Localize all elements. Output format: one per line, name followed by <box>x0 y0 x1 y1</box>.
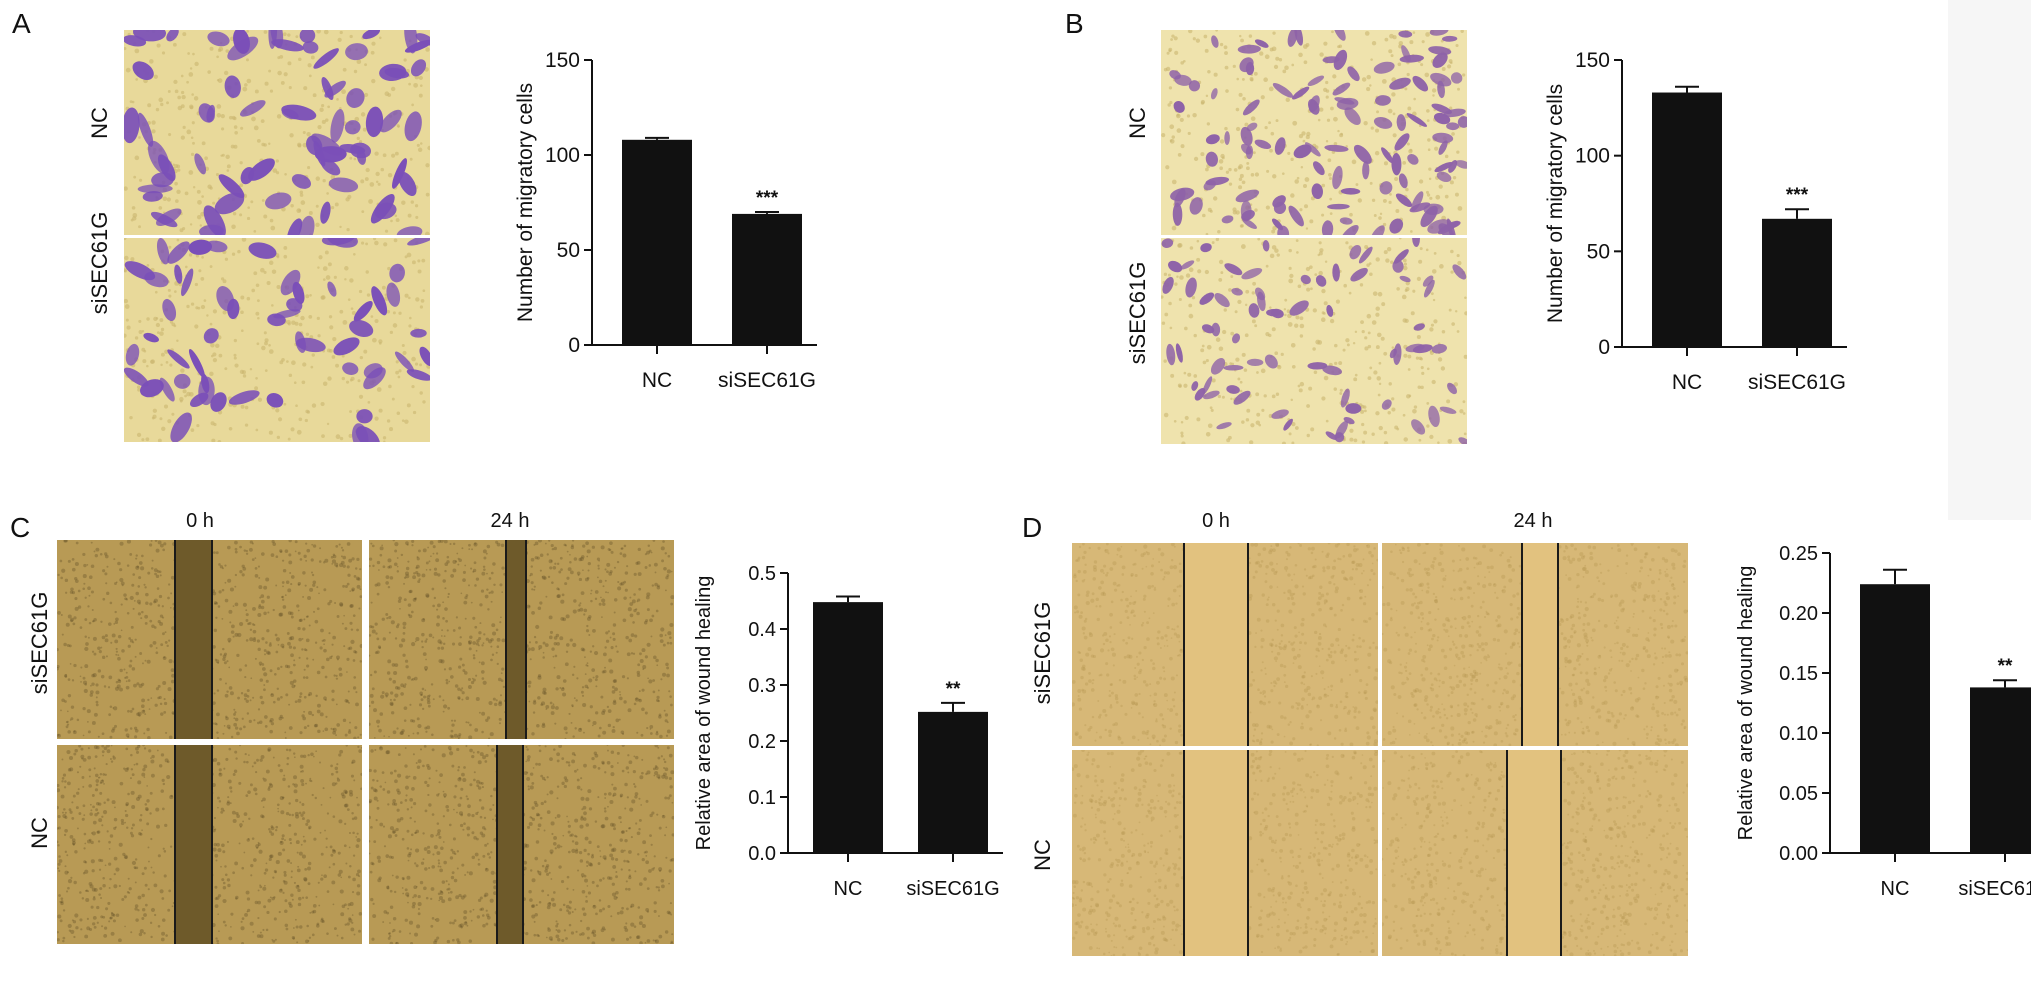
bar-c-0 <box>813 602 883 853</box>
wound-image-d-nc-24h <box>1382 750 1688 956</box>
row-label-d-nc: NC <box>1030 839 1055 871</box>
bar-c-1 <box>918 711 988 853</box>
panel-letter-c: C <box>10 512 31 543</box>
bar-a-1 <box>732 213 802 345</box>
x-tick-label-d-1: siSEC61G <box>1958 878 2031 900</box>
panel-letter-b: B <box>1065 8 1084 39</box>
y-tick-label-b-1: 50 <box>1587 240 1610 263</box>
x-tick-label-a-0: NC <box>642 369 672 392</box>
significance-c-1: ** <box>946 679 961 700</box>
row-label-b-nc: NC <box>1125 107 1150 139</box>
bar-chart-b: 0 50 100 150 Number of migratory cells NC siSE… <box>1544 49 1847 394</box>
row-label-c-sisec61g: siSEC61G <box>27 591 52 695</box>
micrograph-b-sisec61g <box>1161 238 1467 444</box>
y-tick-label-d-2: 0.10 <box>1779 723 1818 745</box>
bar-b-0 <box>1652 92 1722 347</box>
y-tick-label-d-5: 0.25 <box>1779 543 1818 565</box>
y-tick-label-d-4: 0.20 <box>1779 603 1818 625</box>
y-tick-label-b-3: 150 <box>1575 49 1610 72</box>
y-axis-label-c: Relative area of wound healing <box>693 576 715 851</box>
panel-letter-a: A <box>12 8 31 39</box>
time-label-c-0h: 0 h <box>186 510 214 532</box>
row-label-d-sisec61g: siSEC61G <box>1030 601 1055 705</box>
y-tick-label-a-2: 100 <box>545 144 580 167</box>
bar-chart-c: 0.0 0.1 0.2 0.3 0.4 0.5 Relative area of wound… <box>693 563 1003 900</box>
wound-image-c-sisec61g-0h <box>57 540 362 739</box>
y-axis-label-a: Number of migratory cells <box>514 83 537 322</box>
row-label-a-nc: NC <box>87 107 112 139</box>
row-label-b-sisec61g: siSEC61G <box>1125 261 1150 365</box>
y-tick-label-c-5: 0.5 <box>748 563 776 585</box>
wound-image-d-sisec61g-24h <box>1382 543 1688 746</box>
y-axis-label-b: Number of migratory cells <box>1544 84 1567 323</box>
time-label-c-24h: 24 h <box>490 510 530 532</box>
significance-b-1: *** <box>1786 185 1809 206</box>
y-tick-label-c-3: 0.3 <box>748 675 776 697</box>
y-tick-label-a-3: 150 <box>545 49 580 72</box>
x-tick-label-d-0: NC <box>1881 878 1910 900</box>
significance-a-1: *** <box>756 188 779 209</box>
wound-image-d-sisec61g-0h <box>1072 543 1378 746</box>
bar-a-0 <box>622 139 692 345</box>
wound-image-d-nc-0h <box>1072 750 1378 956</box>
significance-d-1: ** <box>1998 656 2013 677</box>
x-tick-label-c-1: siSEC61G <box>906 878 999 900</box>
bar-chart-a: 0 50 100 150 Number of migratory cells NC siSE… <box>514 49 817 392</box>
wound-image-c-nc-24h <box>369 745 674 944</box>
wound-image-c-sisec61g-24h <box>369 540 674 739</box>
y-tick-label-b-0: 0 <box>1598 336 1610 359</box>
y-tick-label-d-0: 0.00 <box>1779 843 1818 865</box>
time-label-d-0h: 0 h <box>1202 510 1230 532</box>
panel-letter-d: D <box>1022 512 1043 543</box>
bar-d-1 <box>1970 687 2031 853</box>
bar-b-1 <box>1762 218 1832 347</box>
y-tick-label-d-3: 0.15 <box>1779 663 1818 685</box>
x-tick-label-a-1: siSEC61G <box>718 369 816 392</box>
row-label-c-nc: NC <box>27 817 52 849</box>
time-label-d-24h: 24 h <box>1513 510 1553 532</box>
micrograph-a-nc <box>124 30 430 235</box>
y-tick-label-c-2: 0.2 <box>748 731 776 753</box>
micrograph-a-sisec61g <box>124 238 430 442</box>
bar-d-0 <box>1860 584 1930 853</box>
y-tick-label-b-2: 100 <box>1575 145 1610 168</box>
x-tick-label-b-1: siSEC61G <box>1748 371 1846 394</box>
wound-image-c-nc-0h <box>57 745 362 944</box>
y-tick-label-c-1: 0.1 <box>748 787 776 809</box>
x-tick-label-c-0: NC <box>834 878 863 900</box>
x-tick-label-b-0: NC <box>1672 371 1702 394</box>
y-tick-label-d-1: 0.05 <box>1779 783 1818 805</box>
y-tick-label-c-4: 0.4 <box>748 619 776 641</box>
side-strip <box>1948 0 2031 520</box>
row-label-a-sisec61g: siSEC61G <box>87 211 112 315</box>
y-tick-label-a-0: 0 <box>568 334 580 357</box>
bar-chart-d: 0.00 0.05 0.10 0.15 0.20 0.25 Relative area of… <box>1735 543 2031 900</box>
micrograph-b-nc <box>1161 30 1467 235</box>
y-tick-label-a-1: 50 <box>557 239 580 262</box>
y-tick-label-c-0: 0.0 <box>748 843 776 865</box>
y-axis-label-d: Relative area of wound healing <box>1735 566 1757 841</box>
